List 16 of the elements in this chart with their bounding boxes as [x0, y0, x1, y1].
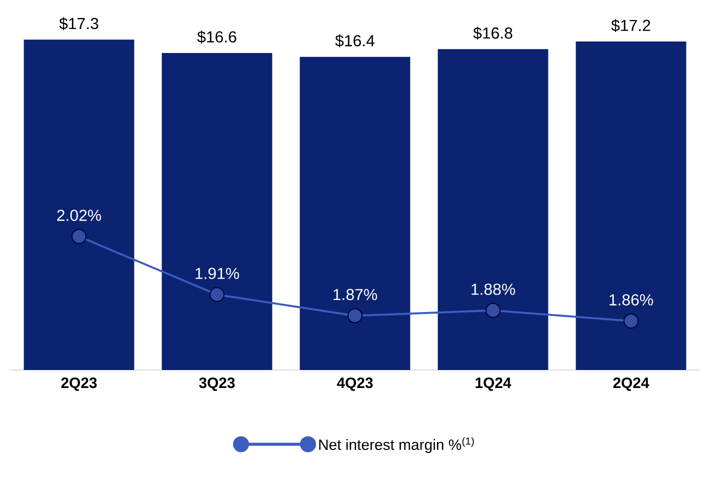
x-tick-label: 1Q24 [476, 378, 512, 391]
data-label: $16.6 [197, 30, 236, 44]
data-label: $16.8 [473, 26, 512, 40]
x-tick-label: 2Q23 [61, 378, 97, 391]
data-label: 1.88% [472, 284, 516, 295]
data-label: 1.86% [610, 294, 654, 306]
data-label: 2.02% [57, 210, 102, 221]
data-label: 1.87% [334, 288, 378, 300]
data-label: 1.91% [196, 268, 240, 280]
data-label: $17.3 [59, 17, 98, 30]
x-tick-label: 3Q23 [199, 378, 235, 391]
x-tick-label: 4Q23 [336, 378, 373, 391]
data-label: $16.4 [335, 34, 374, 48]
x-tick-label: 2Q24 [613, 378, 650, 391]
legend-label: Net interest margin %$^{(1)}$ [319, 437, 474, 453]
data-label: $17.2 [611, 19, 650, 32]
